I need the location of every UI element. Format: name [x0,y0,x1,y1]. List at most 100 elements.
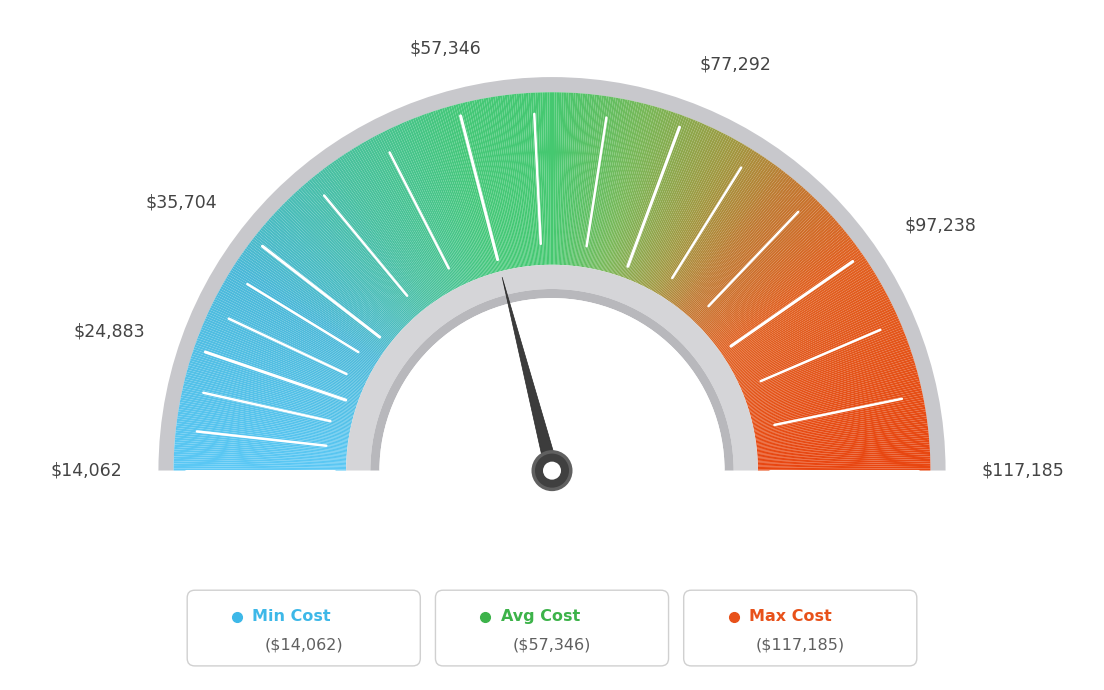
Wedge shape [722,258,867,356]
Wedge shape [514,94,532,266]
Wedge shape [205,316,364,388]
Wedge shape [735,297,889,377]
Wedge shape [751,370,917,417]
Wedge shape [177,423,348,446]
Wedge shape [550,92,552,265]
Wedge shape [683,179,795,313]
Wedge shape [740,316,899,388]
Wedge shape [704,215,832,333]
Wedge shape [391,127,466,284]
Wedge shape [173,461,347,466]
Text: ($117,185): ($117,185) [755,637,845,652]
Wedge shape [295,192,413,319]
Wedge shape [347,265,757,471]
Wedge shape [192,351,357,407]
Wedge shape [580,95,604,267]
Wedge shape [533,92,543,265]
Wedge shape [754,402,924,435]
Wedge shape [594,100,633,270]
Wedge shape [754,395,923,431]
Wedge shape [623,115,684,278]
Wedge shape [607,106,656,273]
Wedge shape [699,205,822,327]
Text: Max Cost: Max Cost [749,609,831,624]
Wedge shape [693,195,813,322]
Wedge shape [746,347,911,404]
Wedge shape [465,102,506,270]
Wedge shape [552,92,554,265]
Wedge shape [545,92,550,265]
Wedge shape [754,400,924,433]
Wedge shape [755,409,926,438]
Wedge shape [248,242,388,348]
Wedge shape [174,444,347,457]
Wedge shape [560,92,569,265]
Wedge shape [206,314,364,386]
Wedge shape [742,322,901,391]
Wedge shape [210,307,367,383]
Wedge shape [732,286,883,371]
Wedge shape [511,94,531,266]
Wedge shape [315,175,424,310]
Wedge shape [317,173,425,310]
Wedge shape [729,276,878,366]
Wedge shape [751,372,917,418]
Wedge shape [609,107,660,273]
Wedge shape [174,442,347,456]
Wedge shape [686,182,798,315]
Wedge shape [757,437,930,454]
Wedge shape [648,136,730,289]
Wedge shape [426,113,485,277]
Wedge shape [492,97,521,267]
Wedge shape [739,312,896,385]
Wedge shape [747,349,911,406]
Wedge shape [667,157,765,300]
Wedge shape [437,109,491,275]
Wedge shape [216,295,370,376]
Wedge shape [757,466,931,469]
Wedge shape [180,397,350,432]
Wedge shape [711,231,847,342]
Wedge shape [184,377,352,421]
Wedge shape [349,150,443,297]
Wedge shape [413,118,477,279]
Wedge shape [208,312,365,385]
Wedge shape [213,301,368,380]
Wedge shape [173,469,347,471]
Wedge shape [757,456,931,464]
Wedge shape [602,104,646,271]
Wedge shape [657,145,746,294]
Circle shape [543,462,561,480]
Wedge shape [435,110,489,275]
Text: ($14,062): ($14,062) [265,637,343,652]
Wedge shape [556,92,562,265]
Wedge shape [189,363,354,413]
Wedge shape [735,299,890,378]
Wedge shape [306,182,418,315]
Wedge shape [189,360,355,412]
Wedge shape [721,254,863,354]
Wedge shape [601,103,644,271]
Wedge shape [753,388,922,427]
Text: $57,346: $57,346 [410,39,481,57]
Wedge shape [744,336,906,399]
Wedge shape [750,365,916,415]
Wedge shape [757,449,930,460]
Wedge shape [360,144,448,293]
Wedge shape [486,98,518,268]
Wedge shape [649,137,732,290]
Wedge shape [681,176,792,311]
Wedge shape [754,397,924,432]
Wedge shape [179,404,349,436]
Wedge shape [752,384,921,424]
Wedge shape [569,93,585,266]
Wedge shape [645,132,724,287]
Wedge shape [722,256,866,355]
Wedge shape [180,400,350,433]
Wedge shape [750,367,916,415]
Wedge shape [734,295,888,376]
Wedge shape [173,456,347,464]
Wedge shape [197,338,359,400]
Wedge shape [677,170,784,308]
Circle shape [533,452,571,489]
